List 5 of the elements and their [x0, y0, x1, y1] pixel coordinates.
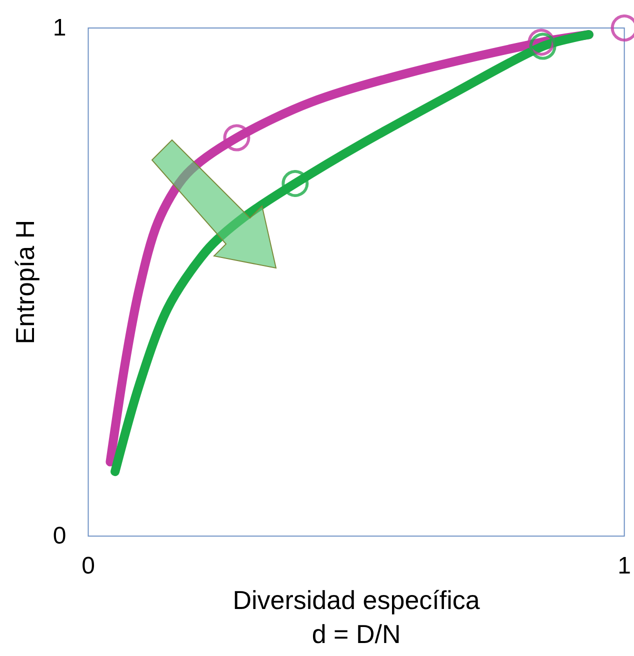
- point: [529, 32, 556, 60]
- y-axis-title: Entropía H: [10, 220, 40, 344]
- point: [223, 124, 250, 152]
- x-axis-title: Diversidad específica d = D/N: [232, 585, 480, 649]
- point: [282, 170, 309, 197]
